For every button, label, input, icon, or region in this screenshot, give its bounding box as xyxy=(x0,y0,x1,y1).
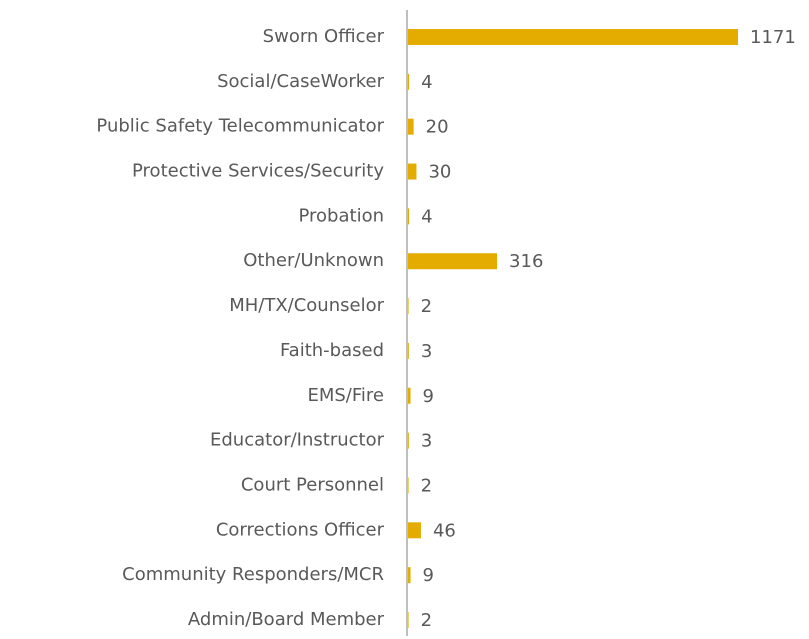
data-label: 2 xyxy=(421,610,432,631)
category-label: EMS/Fire xyxy=(307,385,384,406)
bar xyxy=(408,387,411,404)
data-label: 4 xyxy=(421,72,432,93)
data-label: 4 xyxy=(421,206,432,227)
category-label: MH/TX/Counselor xyxy=(229,295,384,316)
data-label: 2 xyxy=(421,296,432,317)
bar xyxy=(408,432,409,449)
data-label: 46 xyxy=(433,520,456,541)
category-label: Public Safety Telecommunicator xyxy=(96,116,384,137)
data-label: 3 xyxy=(421,431,432,452)
category-label: Admin/Board Member xyxy=(188,609,385,630)
bar xyxy=(408,73,410,90)
bar xyxy=(408,118,414,135)
data-label: 9 xyxy=(423,565,434,586)
bar xyxy=(408,342,409,359)
category-label: Community Responders/MCR xyxy=(122,564,384,585)
bar xyxy=(408,477,409,494)
data-label: 316 xyxy=(509,251,543,272)
data-label: 1171 xyxy=(750,27,796,48)
bar xyxy=(408,612,409,628)
category-label: Sworn Officer xyxy=(263,26,385,47)
bar xyxy=(408,253,498,270)
category-label: Social/CaseWorker xyxy=(217,71,384,92)
category-label: Other/Unknown xyxy=(243,250,384,271)
data-label: 2 xyxy=(421,475,432,496)
bar xyxy=(408,29,738,45)
bar xyxy=(408,163,417,180)
category-label: Corrections Officer xyxy=(216,519,385,540)
data-label: 30 xyxy=(428,162,451,183)
data-label: 20 xyxy=(426,117,449,138)
bar xyxy=(408,567,411,584)
category-label: Protective Services/Security xyxy=(132,161,384,182)
category-label: Educator/Instructor xyxy=(210,430,385,451)
category-label: Court Personnel xyxy=(241,474,384,495)
category-label: Probation xyxy=(299,205,385,226)
bar xyxy=(408,208,410,225)
bar xyxy=(408,298,409,315)
data-label: 3 xyxy=(421,341,432,362)
data-label: 9 xyxy=(423,386,434,407)
bar xyxy=(408,522,421,539)
category-label: Faith-based xyxy=(280,340,384,361)
